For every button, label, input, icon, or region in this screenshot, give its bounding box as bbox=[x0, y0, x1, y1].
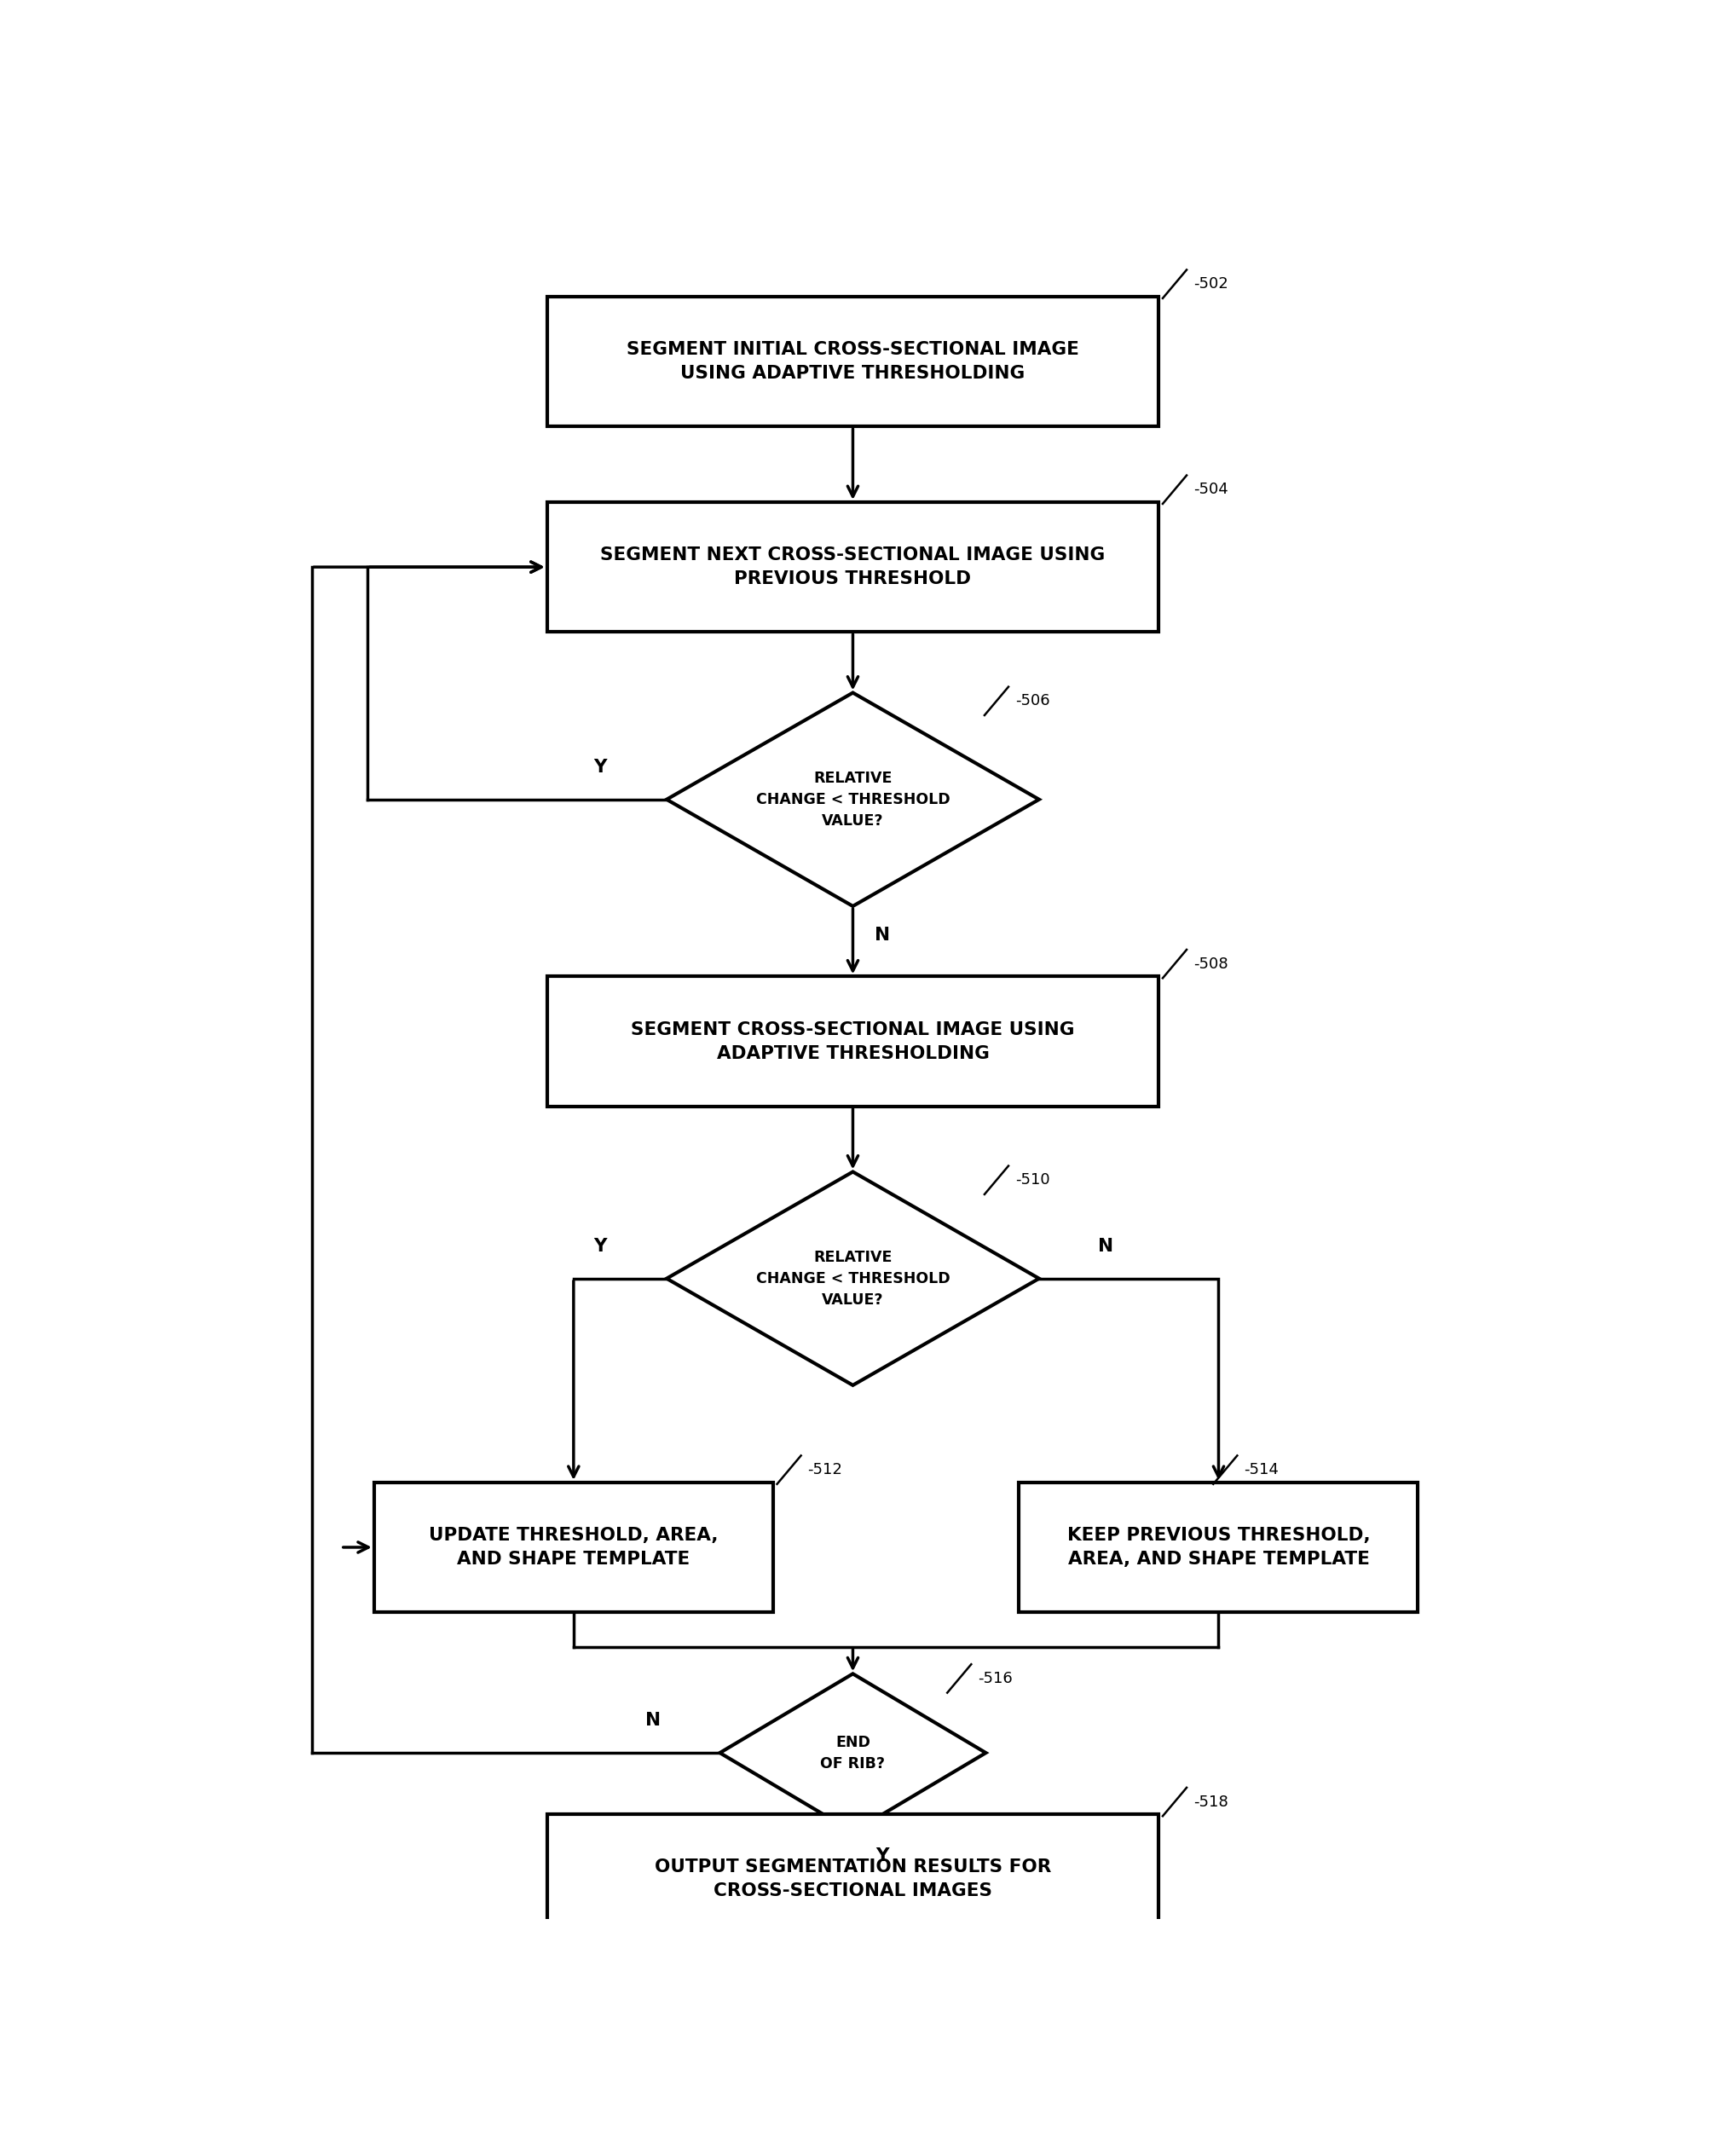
Text: Y: Y bbox=[594, 1238, 607, 1255]
Text: -512: -512 bbox=[808, 1462, 843, 1477]
Text: OUTPUT SEGMENTATION RESULTS FOR
CROSS-SECTIONAL IMAGES: OUTPUT SEGMENTATION RESULTS FOR CROSS-SE… bbox=[654, 1858, 1052, 1899]
Text: N: N bbox=[645, 1712, 661, 1729]
Text: -502: -502 bbox=[1193, 276, 1229, 291]
Text: -510: -510 bbox=[1016, 1173, 1050, 1188]
Text: SEGMENT NEXT CROSS-SECTIONAL IMAGE USING
PREVIOUS THRESHOLD: SEGMENT NEXT CROSS-SECTIONAL IMAGE USING… bbox=[601, 548, 1105, 586]
Text: UPDATE THRESHOLD, AREA,
AND SHAPE TEMPLATE: UPDATE THRESHOLD, AREA, AND SHAPE TEMPLA… bbox=[429, 1526, 719, 1567]
Text: N: N bbox=[875, 927, 891, 944]
Bar bbox=[547, 977, 1158, 1106]
Text: END
OF RIB?: END OF RIB? bbox=[820, 1733, 885, 1772]
Text: Y: Y bbox=[875, 1848, 889, 1865]
Text: SEGMENT INITIAL CROSS-SECTIONAL IMAGE
USING ADAPTIVE THRESHOLDING: SEGMENT INITIAL CROSS-SECTIONAL IMAGE US… bbox=[626, 341, 1079, 382]
Bar bbox=[547, 1815, 1158, 1945]
Text: N: N bbox=[1098, 1238, 1114, 1255]
Text: -514: -514 bbox=[1244, 1462, 1278, 1477]
Text: -508: -508 bbox=[1193, 957, 1229, 972]
Bar bbox=[547, 502, 1158, 632]
Bar bbox=[1019, 1483, 1417, 1613]
Bar bbox=[374, 1483, 774, 1613]
Text: KEEP PREVIOUS THRESHOLD,
AREA, AND SHAPE TEMPLATE: KEEP PREVIOUS THRESHOLD, AREA, AND SHAPE… bbox=[1067, 1526, 1369, 1567]
Text: RELATIVE
CHANGE < THRESHOLD
VALUE?: RELATIVE CHANGE < THRESHOLD VALUE? bbox=[755, 770, 951, 828]
Polygon shape bbox=[666, 692, 1040, 906]
Text: SEGMENT CROSS-SECTIONAL IMAGE USING
ADAPTIVE THRESHOLDING: SEGMENT CROSS-SECTIONAL IMAGE USING ADAP… bbox=[631, 1022, 1074, 1061]
Polygon shape bbox=[666, 1173, 1040, 1386]
Text: -504: -504 bbox=[1193, 483, 1229, 498]
Text: -518: -518 bbox=[1193, 1794, 1229, 1809]
Bar bbox=[547, 298, 1158, 427]
Text: RELATIVE
CHANGE < THRESHOLD
VALUE?: RELATIVE CHANGE < THRESHOLD VALUE? bbox=[755, 1250, 951, 1307]
Text: -506: -506 bbox=[1016, 694, 1050, 709]
Polygon shape bbox=[721, 1673, 985, 1833]
Text: Y: Y bbox=[594, 759, 607, 776]
Text: -516: -516 bbox=[978, 1671, 1012, 1686]
